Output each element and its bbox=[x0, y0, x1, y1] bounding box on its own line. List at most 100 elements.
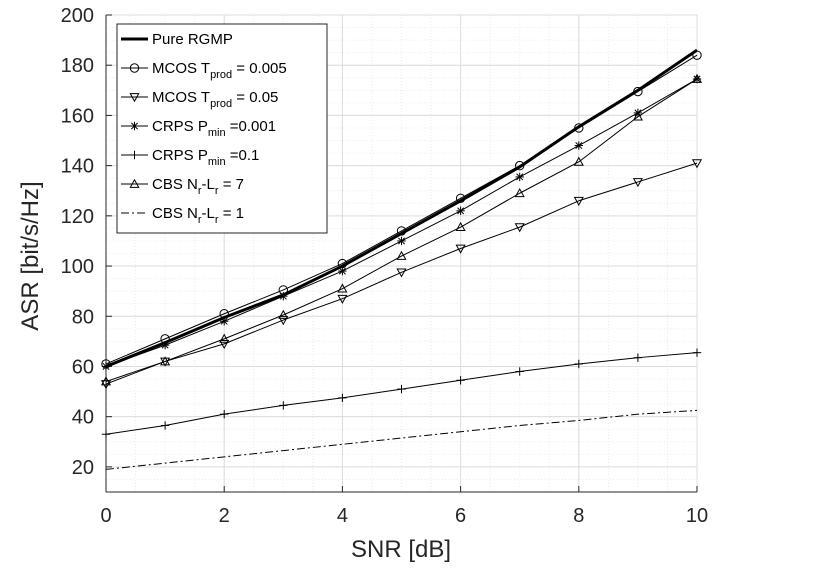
legend-text-part: MCOS T bbox=[152, 60, 210, 77]
series-pure-rgmp bbox=[105, 48, 698, 368]
data-point bbox=[338, 393, 347, 403]
legend-entry: CBS Nr-Lr = 1 bbox=[121, 205, 244, 226]
legend-entry: CBS Nr-Lr = 7 bbox=[121, 176, 244, 197]
legend-text-part: CBS N bbox=[152, 176, 198, 193]
legend-text-part: = 1 bbox=[219, 205, 244, 222]
tick-labels: 0 2 4 6 8 10 20 40 60 80 100 120 140 160 180 200 bbox=[61, 5, 709, 527]
asterisk-marker-d2 bbox=[516, 173, 524, 181]
legend-text-part: = 7 bbox=[219, 176, 244, 193]
series-line bbox=[105, 409, 698, 470]
series-line bbox=[105, 78, 698, 383]
y-tick-label: 160 bbox=[61, 105, 94, 127]
data-point bbox=[632, 178, 643, 188]
data-point bbox=[397, 236, 406, 246]
legend-text-part: -L bbox=[202, 205, 215, 222]
legend-label: MCOS Tprod = 0.05 bbox=[152, 89, 278, 110]
triangle-down-marker-shape bbox=[337, 294, 348, 304]
legend-label: CBS Nr-Lr = 7 bbox=[152, 176, 244, 197]
data-point bbox=[338, 266, 347, 276]
triangle-down-marker-shape bbox=[278, 316, 289, 326]
data-point bbox=[456, 206, 465, 216]
asterisk-marker-d2 bbox=[457, 207, 465, 215]
series-layer bbox=[100, 48, 703, 470]
data-point bbox=[633, 353, 643, 362]
data-point bbox=[456, 376, 465, 385]
legend-subscript: r bbox=[215, 214, 219, 226]
legend-entry: CRPS Pmin =0.001 bbox=[121, 118, 276, 139]
triangle-down-marker-shape bbox=[573, 196, 584, 207]
legend-subscript: r bbox=[198, 185, 202, 197]
triangle-down-marker-shape bbox=[691, 159, 703, 169]
axes bbox=[105, 14, 698, 493]
triangle-up-marker-shape bbox=[514, 188, 525, 198]
data-point bbox=[514, 223, 525, 233]
legend-entry: Pure RGMP bbox=[121, 31, 233, 48]
triangle-up-marker-shape bbox=[632, 111, 643, 121]
legend-marker bbox=[130, 150, 139, 160]
legend-marker bbox=[130, 121, 139, 131]
legend-text-part: =0.001 bbox=[226, 118, 276, 135]
triangle-up-marker-shape bbox=[278, 309, 289, 319]
legend-text-part: Pure RGMP bbox=[152, 31, 233, 48]
asterisk-marker-d2 bbox=[130, 122, 139, 130]
legend-text-part: CBS N bbox=[152, 205, 198, 222]
legend-subscript: min bbox=[208, 156, 226, 168]
data-point bbox=[278, 316, 289, 326]
data-point bbox=[160, 356, 171, 366]
legend-subscript: r bbox=[215, 185, 219, 197]
x-axis-title: SNR [dB] bbox=[351, 536, 451, 563]
data-point bbox=[515, 172, 524, 182]
triangle-up-marker-shape bbox=[337, 283, 348, 293]
x-tick-label: 2 bbox=[219, 505, 230, 527]
legend-subscript: min bbox=[208, 127, 226, 139]
y-axis-title: ASR [bit/s/Hz] bbox=[17, 181, 44, 330]
y-tick-label: 120 bbox=[61, 206, 94, 228]
data-point bbox=[219, 340, 230, 350]
data-point bbox=[100, 376, 112, 386]
data-point bbox=[573, 156, 584, 166]
legend-entry: MCOS Tprod = 0.005 bbox=[121, 60, 287, 81]
triangle-up-marker-shape bbox=[160, 356, 171, 366]
x-tick-label: 6 bbox=[455, 505, 466, 527]
asterisk-marker-d2 bbox=[575, 142, 583, 150]
legend-text-part: -L bbox=[202, 176, 215, 193]
legend-marker bbox=[129, 93, 140, 103]
data-point bbox=[101, 430, 111, 439]
data-point bbox=[337, 283, 348, 293]
x-tick-label: 10 bbox=[686, 505, 708, 527]
data-point bbox=[632, 111, 643, 121]
legend-subscript: r bbox=[198, 214, 202, 226]
y-tick-label: 80 bbox=[72, 306, 94, 328]
legend-box bbox=[116, 23, 328, 234]
triangle-down-marker-shape bbox=[455, 244, 466, 254]
data-point bbox=[337, 294, 348, 304]
triangle-up-marker-shape bbox=[455, 221, 466, 231]
x-tick-label: 0 bbox=[100, 505, 111, 527]
data-point bbox=[220, 409, 229, 419]
legend-subscript: prod bbox=[210, 69, 232, 81]
triangle-up-marker-shape bbox=[129, 178, 140, 188]
data-point bbox=[573, 196, 584, 207]
legend-entry: CRPS Pmin =0.1 bbox=[121, 147, 259, 168]
y-tick-label: 200 bbox=[61, 5, 94, 27]
legend-label: Pure RGMP bbox=[152, 31, 233, 48]
data-point bbox=[160, 421, 170, 430]
data-point bbox=[691, 159, 703, 169]
y-tick-label: 40 bbox=[72, 407, 94, 429]
data-point bbox=[278, 309, 289, 319]
data-point bbox=[514, 188, 525, 198]
data-point bbox=[574, 359, 583, 369]
legend-subscript: prod bbox=[210, 98, 232, 110]
x-tick-label: 4 bbox=[337, 505, 348, 527]
triangle-up-marker-shape bbox=[219, 333, 230, 343]
data-point bbox=[279, 401, 288, 410]
legend-label: MCOS Tprod = 0.005 bbox=[152, 60, 287, 81]
asterisk-marker-d2 bbox=[397, 237, 406, 245]
series-line bbox=[105, 162, 698, 385]
y-tick-label: 60 bbox=[72, 356, 94, 378]
data-point bbox=[455, 244, 466, 254]
legend-text-part: CRPS P bbox=[152, 147, 208, 164]
data-point bbox=[574, 141, 583, 150]
